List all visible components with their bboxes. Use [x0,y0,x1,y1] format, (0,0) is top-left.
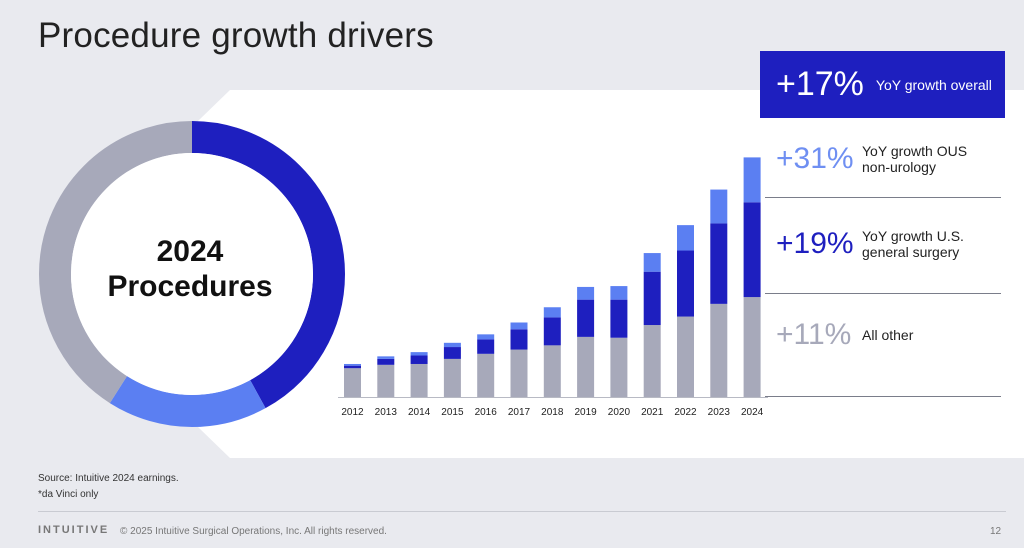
donut-hole [71,153,313,395]
bar-segment [510,329,528,350]
bar-segment [410,352,428,356]
x-tick-label: 2023 [708,407,731,418]
intuitive-logo: INTUITIVE [38,524,110,536]
bar-segment [477,353,495,397]
bar-segment [577,336,595,397]
x-tick-label: 2017 [508,407,531,418]
bar-segment [577,286,595,300]
footnote-line: *da Vinci only [38,489,99,500]
bar-segment [610,337,628,397]
bar-segment [743,157,761,203]
bar-segment [377,356,395,359]
stat-other-value: +11% [776,318,852,351]
bar-segment [443,358,461,397]
bar-segment [344,365,361,369]
bar-segment [610,286,628,300]
bar-segment [743,202,761,298]
footer-divider [38,511,1006,512]
overall-growth-label: YoY growth overall [875,76,992,93]
bar-segment [677,225,694,251]
x-tick-label: 2021 [641,407,664,418]
bar-segment [510,349,528,397]
bar-segment [543,345,561,397]
bar-segment [710,223,728,304]
bar-segment [543,317,561,346]
stat-ous-line2: non-urology [862,159,936,175]
bar-segment [510,322,528,330]
bar-segment [643,271,661,326]
bar-segment [710,303,728,397]
stat-us-value: +19% [776,227,854,260]
source-note: Source: Intuitive 2024 earnings. *da Vin… [38,471,179,503]
x-tick-label: 2019 [574,407,597,418]
x-tick-label: 2022 [674,407,697,418]
bar-segment [610,299,628,338]
overall-growth-value: +17% [776,65,864,103]
x-tick-label: 2013 [375,407,398,418]
bar-segment [410,363,428,397]
procedures-donut [39,121,345,427]
x-tick-label: 2014 [408,407,431,418]
bar-segment [743,297,761,397]
stat-separator [765,197,1001,198]
donut-segment [39,121,345,427]
page-title: Procedure growth drivers [38,16,434,55]
donut-label-year: 2024 [156,235,224,268]
source-line: Source: Intuitive 2024 earnings. [38,473,179,484]
bar-segment [377,358,395,365]
bar-segment [643,253,661,272]
stat-ous-line1: YoY growth OUS [862,143,968,159]
stat-ous-desc: YoY growth OUS non-urology [862,143,967,175]
stat-all-other: +11% All other [776,318,913,352]
bar-segment [710,189,728,224]
bar-segment [477,339,495,354]
stat-us-line1: YoY growth U.S. [862,228,964,244]
stat-other-desc: All other [862,327,913,343]
stat-ous-non-urology: +31% YoY growth OUS non-urology [776,142,967,176]
stat-us-line2: general surgery [862,244,960,260]
x-tick-label: 2012 [341,407,364,418]
stat-ous-value: +31% [776,142,854,175]
donut-label-text: Procedures [107,270,273,303]
stat-separator [765,396,1001,397]
x-tick-label: 2020 [608,407,631,418]
bar-segment [443,347,461,359]
overall-growth-callout: +17% YoY growth overall [760,51,1005,118]
bar-segment [677,316,694,397]
bar-segment [477,334,495,340]
bar-segment [443,342,461,348]
bar-segment [643,325,661,397]
stat-us-desc: YoY growth U.S. general surgery [862,228,964,260]
copyright-text: © 2025 Intuitive Surgical Operations, In… [120,526,387,537]
x-tick-label: 2024 [741,407,764,418]
bar-segment [344,363,361,366]
x-tick-label: 2018 [541,407,564,418]
stat-us-general-surgery: +19% YoY growth U.S. general surgery [776,227,964,261]
x-tick-label: 2016 [475,407,498,418]
donut-center-label: 2024 Procedures [90,234,290,304]
bar-segment [377,364,395,397]
stat-other-line1: All other [862,327,914,343]
bar-segment [543,307,561,318]
page-number: 12 [990,526,1002,537]
bar-segment [410,355,428,364]
bar-segment [677,250,694,317]
donut-segment [39,121,345,427]
x-tick-label: 2015 [441,407,464,418]
stat-separator [765,293,1001,294]
bar-segment [577,299,595,337]
bar-segment [344,368,361,397]
